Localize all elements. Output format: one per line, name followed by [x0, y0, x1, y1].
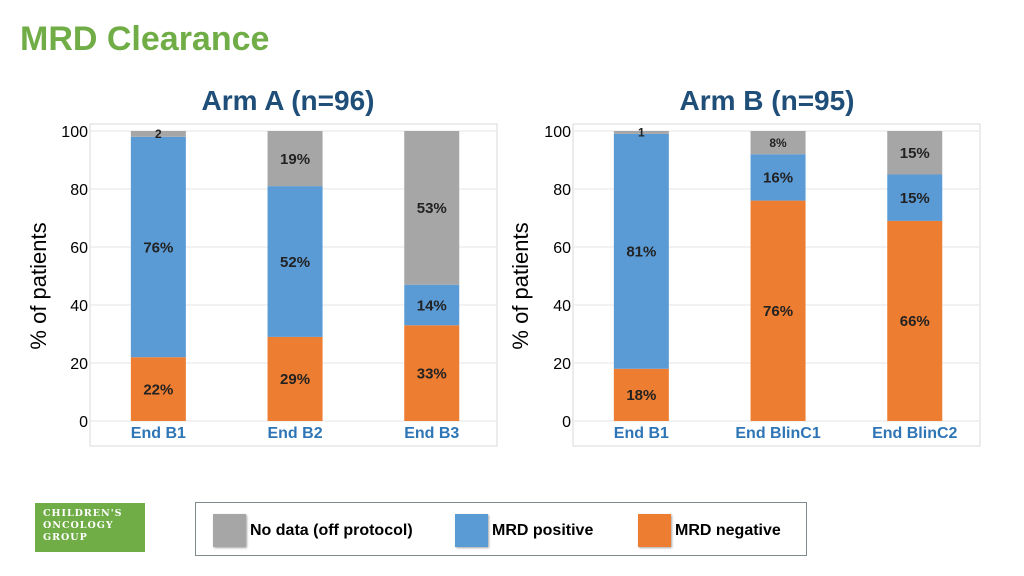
data-label: 76% [143, 239, 173, 256]
logo-line-2: ONCOLOGY [43, 520, 114, 531]
page-title: MRD Clearance [20, 20, 270, 58]
bar-segment [130, 357, 186, 421]
bar-segment [267, 336, 323, 421]
data-label: 53% [417, 200, 447, 217]
bar-segment [750, 154, 806, 201]
legend-label-no-data: No data (off protocol) [250, 521, 413, 539]
bar-segment [750, 131, 806, 155]
data-label: 8% [769, 136, 787, 150]
legend-label-mrd-positive: MRD positive [492, 521, 594, 539]
x-category-label: End BlinC2 [872, 425, 957, 442]
bar-segment [750, 200, 806, 421]
bar-segment [613, 368, 669, 421]
x-category-label: End B2 [267, 425, 322, 442]
y-tick-label: 60 [70, 240, 88, 257]
data-label: 76% [763, 303, 793, 320]
y-tick-label: 40 [70, 298, 88, 315]
data-label: 22% [143, 381, 173, 398]
data-label: 18% [626, 387, 656, 404]
logo-line-3: GROUP [43, 532, 88, 543]
chart-title: Arm A (n=96) [202, 85, 375, 116]
legend-swatch-mrd-negative [638, 514, 671, 547]
bar-segment [613, 133, 669, 369]
y-axis-label: % of patients [508, 222, 533, 349]
y-tick-label: 60 [553, 240, 571, 257]
y-tick-label: 40 [553, 298, 571, 315]
y-tick-label: 100 [544, 124, 571, 141]
data-label: 14% [417, 297, 447, 314]
data-label: 52% [280, 254, 310, 271]
bar-segment [267, 131, 323, 187]
x-category-label: End BlinC1 [735, 425, 820, 442]
legend: No data (off protocol) MRD positive MRD … [195, 502, 807, 556]
bar-segment [404, 325, 460, 421]
bar-segment [130, 136, 186, 358]
y-tick-label: 20 [70, 356, 88, 373]
cog-logo: CHILDREN'S ONCOLOGY GROUP [35, 503, 145, 552]
bar-segment [404, 284, 460, 326]
y-tick-label: 80 [553, 182, 571, 199]
y-tick-label: 80 [70, 182, 88, 199]
legend-swatch-no-data [213, 514, 246, 547]
data-label: 33% [417, 365, 447, 382]
bar-segment [130, 131, 186, 137]
y-tick-label: 20 [553, 356, 571, 373]
y-tick-label: 100 [61, 124, 88, 141]
bar-segment [613, 131, 669, 134]
bar-segment [887, 131, 943, 175]
data-label: 1 [638, 126, 645, 140]
x-category-label: End B1 [131, 425, 186, 442]
x-category-label: End B3 [404, 425, 459, 442]
legend-item-no-data: No data (off protocol) [213, 514, 413, 547]
data-label: 2 [155, 127, 162, 141]
bar-segment [267, 186, 323, 337]
y-tick-label: 0 [79, 414, 88, 431]
data-label: 15% [900, 190, 930, 207]
bar-segment [404, 131, 460, 285]
x-category-label: End B1 [614, 425, 669, 442]
logo-line-1: CHILDREN'S [43, 508, 123, 519]
legend-swatch-mrd-positive [455, 514, 488, 547]
data-label: 29% [280, 371, 310, 388]
bar-segment [887, 220, 943, 421]
data-label: 15% [900, 145, 930, 162]
y-tick-label: 0 [562, 414, 571, 431]
y-axis-label: % of patients [26, 222, 51, 349]
data-label: 81% [626, 244, 656, 261]
legend-item-mrd-negative: MRD negative [638, 514, 781, 547]
data-label: 16% [763, 170, 793, 187]
bar-segment [887, 174, 943, 221]
legend-item-mrd-positive: MRD positive [455, 514, 593, 547]
data-label: 19% [280, 151, 310, 168]
chart-title: Arm B (n=95) [679, 85, 854, 116]
data-label: 66% [900, 313, 930, 330]
legend-label-mrd-negative: MRD negative [675, 521, 781, 539]
